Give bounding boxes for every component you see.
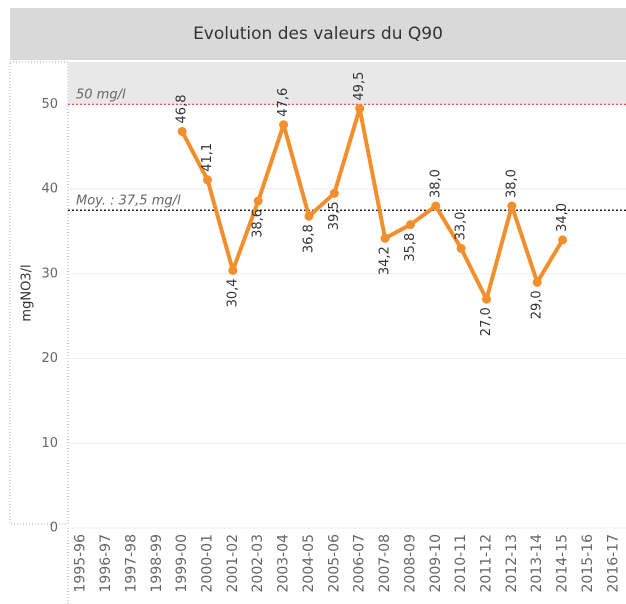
data-label: 33,0 (454, 211, 469, 240)
data-label: 30,4 (225, 278, 240, 307)
data-label: 34,2 (378, 246, 393, 275)
point (507, 201, 517, 211)
y-axis-label: mgNO3/l (20, 264, 35, 321)
reference-label: Moy. : 37,5 mg/l (76, 193, 181, 208)
x-tick-label: 2001-02 (225, 534, 241, 593)
x-tick-label: 1996-97 (98, 534, 114, 593)
x-tick-label: 1999-00 (174, 534, 190, 593)
x-tick-label: 2014-15 (555, 534, 571, 593)
x-tick-label: 2004-05 (301, 534, 317, 593)
data-label: 34,0 (555, 203, 570, 232)
data-label: 46,8 (175, 95, 190, 124)
point (304, 211, 314, 221)
point (177, 126, 187, 136)
y-tick-label: 30 (41, 266, 58, 281)
x-tick-label: 2012-13 (504, 534, 520, 593)
x-tick-label: 2002-03 (250, 534, 266, 593)
x-tick-label: 2016-17 (605, 534, 621, 593)
x-tick-label: 2013-14 (529, 534, 545, 593)
y-tick-label: 50 (41, 97, 58, 112)
x-tick-label: 2000-01 (200, 534, 216, 593)
data-label: 38,0 (504, 169, 519, 198)
point (355, 104, 365, 114)
data-label: 29,0 (530, 290, 545, 319)
data-label: 49,5 (352, 72, 367, 101)
x-tick-label: 2015-16 (580, 534, 596, 593)
limit-band (68, 62, 626, 105)
x-tick-label: 2009-10 (428, 534, 444, 593)
x-tick-label: 2010-11 (453, 534, 469, 593)
point (532, 277, 542, 287)
y-tick-label: 10 (41, 436, 58, 451)
x-tick-label: 1998-99 (149, 534, 165, 593)
point (431, 201, 441, 211)
point (329, 188, 339, 198)
x-tick-label: 2008-09 (402, 534, 418, 593)
data-label: 36,8 (301, 224, 316, 253)
data-label: 35,8 (403, 233, 418, 262)
point (203, 175, 212, 185)
data-label: 38,6 (251, 209, 266, 238)
y-tick-label: 0 (50, 521, 58, 536)
y-tick-label: 40 (41, 182, 58, 197)
data-label: 41,1 (200, 143, 215, 172)
point (405, 220, 415, 230)
line (180, 106, 565, 302)
x-tick-label: 2003-04 (276, 534, 292, 593)
point (253, 196, 263, 206)
chart-title: Evolution des valeurs du Q90 (193, 24, 443, 44)
point (456, 243, 466, 253)
data-label: 47,6 (276, 88, 291, 117)
data-label: 38,0 (428, 169, 443, 198)
x-tick-label: 1995-96 (73, 534, 89, 593)
x-tick-label: 1997-98 (123, 534, 139, 593)
y-tick-label: 20 (41, 351, 58, 366)
point (482, 294, 491, 304)
point (558, 235, 568, 245)
data-label: 27,0 (479, 307, 494, 336)
x-tick-label: 2005-06 (326, 534, 342, 593)
x-tick-label: 2007-08 (377, 534, 393, 593)
x-tick-label: 2006-07 (352, 534, 368, 593)
title-bar (10, 8, 626, 60)
point (279, 120, 289, 130)
data-label: 39,5 (327, 201, 342, 230)
reference-label: 50 mg/l (76, 87, 126, 102)
point (380, 233, 390, 243)
axis-frame (9, 61, 69, 525)
x-tick-label: 2011-12 (479, 534, 495, 593)
point (228, 265, 238, 275)
